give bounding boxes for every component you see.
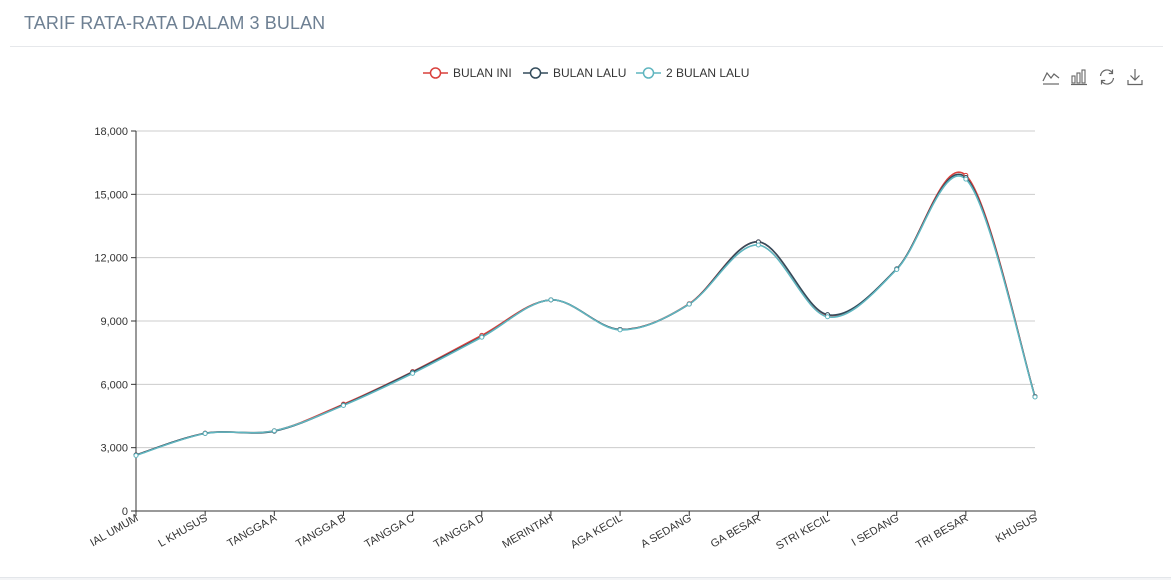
x-tick-label: L KHUSUS [156, 512, 209, 550]
x-tick-label: TANGGA A [225, 512, 279, 550]
chart-legend: BULAN INI BULAN LALU 2 BULAN LALU [0, 64, 1171, 82]
data-point-2-bulan-lalu [755, 242, 761, 248]
data-point-2-bulan-lalu [479, 334, 485, 340]
legend-item-bulan-lalu[interactable]: BULAN LALU [523, 64, 626, 82]
legend-label-2-bulan-lalu: 2 BULAN LALU [666, 66, 750, 80]
data-point-2-bulan-lalu [202, 431, 208, 437]
x-tick-label: TRI BESAR [914, 512, 970, 551]
data-point-2-bulan-lalu [271, 428, 277, 434]
x-tick-label: IAL UMUM [88, 512, 140, 549]
y-tick-label: 0 [122, 506, 128, 518]
data-point-2-bulan-lalu [133, 452, 139, 458]
legend-marker-bulan-ini [423, 67, 448, 79]
x-tick-label: TANGGA D [432, 512, 487, 550]
x-tick-label: TANGGA B [294, 512, 348, 550]
data-point-2-bulan-lalu [825, 314, 831, 320]
data-point-2-bulan-lalu [548, 297, 554, 303]
legend-item-2-bulan-lalu[interactable]: 2 BULAN LALU [636, 64, 749, 82]
title-divider [10, 46, 1163, 47]
x-tick-label: I SEDANG [850, 512, 902, 549]
x-tick-label: GA BESAR [709, 512, 763, 550]
series-line-2-bulan-lalu [135, 175, 1036, 457]
x-tick-label: TANGGA C [363, 512, 418, 550]
panel-title: TARIF RATA-RATA DALAM 3 BULAN [24, 13, 326, 33]
x-tick-label: AGA KECIL [569, 512, 625, 551]
data-point-2-bulan-lalu [617, 327, 623, 333]
data-point-2-bulan-lalu [1032, 394, 1038, 400]
y-tick-label: 6,000 [100, 379, 128, 391]
data-point-2-bulan-lalu [410, 370, 416, 376]
y-tick-label: 9,000 [100, 316, 128, 328]
legend-label-bulan-lalu: BULAN LALU [553, 66, 627, 80]
y-tick-label: 18,000 [94, 126, 128, 138]
data-point-2-bulan-lalu [963, 176, 969, 182]
data-point-2-bulan-lalu [340, 402, 346, 408]
legend-marker-bulan-lalu [523, 67, 548, 79]
y-tick-label: 12,000 [94, 253, 128, 265]
data-point-2-bulan-lalu [686, 301, 692, 307]
legend-label-bulan-ini: BULAN INI [453, 66, 512, 80]
data-point-2-bulan-lalu [894, 266, 900, 272]
x-tick-label: MERINTAH [500, 512, 555, 551]
download-icon[interactable] [1124, 66, 1146, 88]
line-chart-icon[interactable] [1040, 66, 1062, 88]
x-tick-label: KHUSUS [994, 512, 1040, 545]
x-tick-label: A SEDANG [639, 512, 694, 551]
refresh-icon[interactable] [1096, 66, 1118, 88]
y-tick-label: 15,000 [94, 189, 128, 201]
legend-item-bulan-ini[interactable]: BULAN INI [423, 64, 512, 82]
y-tick-label: 3,000 [100, 443, 128, 455]
x-tick-label: STRI KECIL [774, 512, 832, 552]
legend-marker-2-bulan-lalu [636, 67, 661, 79]
bar-chart-icon[interactable] [1068, 66, 1090, 88]
chart-toolbox [1040, 66, 1150, 88]
